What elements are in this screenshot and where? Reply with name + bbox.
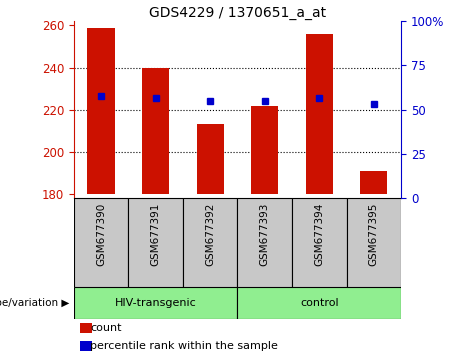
Text: genotype/variation ▶: genotype/variation ▶ <box>0 298 69 308</box>
Bar <box>183 198 237 287</box>
Bar <box>88 28 115 194</box>
Title: GDS4229 / 1370651_a_at: GDS4229 / 1370651_a_at <box>149 6 326 20</box>
Bar <box>128 198 183 287</box>
Bar <box>347 198 401 287</box>
Bar <box>196 125 224 194</box>
Text: GSM677395: GSM677395 <box>369 202 379 266</box>
Text: percentile rank within the sample: percentile rank within the sample <box>90 341 278 351</box>
Bar <box>80 341 92 351</box>
Text: control: control <box>300 298 338 308</box>
Bar <box>74 198 128 287</box>
Text: GSM677393: GSM677393 <box>260 202 270 266</box>
Text: GSM677394: GSM677394 <box>314 202 324 266</box>
Bar <box>142 68 169 194</box>
Bar <box>251 105 278 194</box>
Bar <box>292 198 347 287</box>
Text: count: count <box>90 323 122 333</box>
Bar <box>237 287 401 319</box>
Bar <box>74 287 237 319</box>
Text: GSM677392: GSM677392 <box>205 202 215 266</box>
Bar <box>360 171 387 194</box>
Text: GSM677391: GSM677391 <box>151 202 160 266</box>
Bar <box>237 198 292 287</box>
Bar <box>306 34 333 194</box>
Bar <box>80 323 92 333</box>
Text: GSM677390: GSM677390 <box>96 202 106 266</box>
Text: HIV-transgenic: HIV-transgenic <box>115 298 196 308</box>
